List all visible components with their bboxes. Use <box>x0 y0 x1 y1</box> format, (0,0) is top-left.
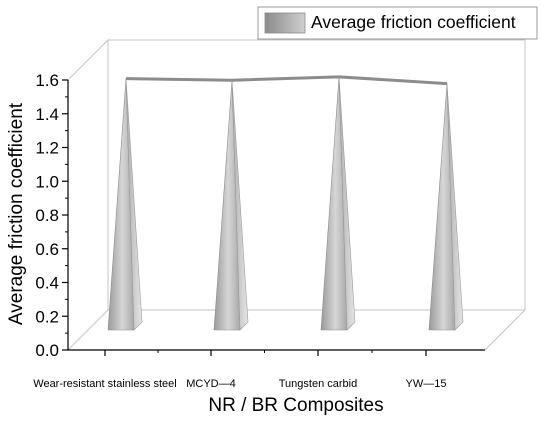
bar-1 <box>107 78 143 331</box>
x-tick-label: MCYD—4 <box>186 378 236 390</box>
bar-2 <box>213 80 249 331</box>
x-tick-label: YW—15 <box>406 378 447 390</box>
y-axis-title: Average friction coefficient <box>6 102 27 325</box>
bar-side-face <box>231 80 249 331</box>
bars-group <box>107 76 464 331</box>
bar-3 <box>320 76 356 331</box>
series-line <box>125 75 448 86</box>
bar-side-face <box>338 76 356 331</box>
y-tick-label: 1.6 <box>35 71 59 90</box>
back-wall-outline <box>67 38 109 351</box>
legend-swatch <box>264 12 306 34</box>
x-tick-label: Wear-resistant stainless steel <box>33 378 176 390</box>
y-tick-label: 1.0 <box>35 172 59 191</box>
legend-label: Average friction coefficient <box>311 12 516 32</box>
bar-side-face <box>125 78 143 331</box>
y-tick-label: 0.2 <box>35 307 59 326</box>
bar-side-face <box>446 83 464 331</box>
x-tick-label: Tungsten carbid <box>279 378 357 390</box>
legend: Average friction coefficient <box>257 6 538 40</box>
x-axis-ticks: Wear-resistant stainless steel MCYD—4 Tung… <box>33 350 446 390</box>
bar-4 <box>428 83 464 331</box>
y-tick-label: 0.0 <box>35 341 59 360</box>
floor-right-edge <box>484 309 526 351</box>
y-axis-ticks: 0.0 0.2 0.4 0.6 0.8 1.0 1.2 1.4 1.6 <box>35 71 68 360</box>
y-tick-label: 0.4 <box>35 274 59 293</box>
y-tick-label: 1.2 <box>35 139 59 158</box>
x-axis-title: NR / BR Composites <box>208 395 383 416</box>
legend-box <box>257 6 538 40</box>
y-tick-label: 0.8 <box>35 206 59 225</box>
y-tick-label: 0.6 <box>35 240 59 259</box>
y-tick-label: 1.4 <box>35 105 59 124</box>
series-line-group <box>125 75 448 86</box>
